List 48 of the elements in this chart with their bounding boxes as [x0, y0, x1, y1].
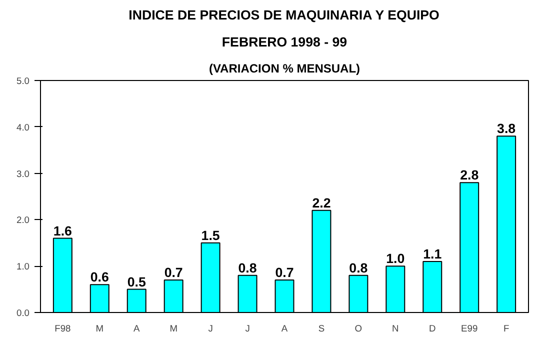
bar [126, 288, 146, 312]
x-tick-label: S [318, 324, 325, 334]
data-label: 0.8 [349, 260, 368, 276]
bar [460, 182, 480, 312]
data-label: 2.2 [312, 195, 331, 210]
bar [312, 210, 332, 312]
data-label: 0.7 [164, 265, 183, 280]
x-tick-label: A [281, 324, 288, 334]
bar [52, 238, 72, 312]
bar [200, 242, 220, 312]
data-label: 0.8 [238, 260, 257, 276]
x-tick-label: F98 [54, 324, 71, 334]
data-label: 0.6 [90, 270, 109, 285]
x-tick-label: E99 [461, 324, 478, 334]
bar [348, 274, 368, 312]
data-label: 1.6 [53, 223, 72, 238]
data-label: 3.8 [497, 121, 516, 136]
bar [496, 136, 516, 312]
chart-subtitle: FEBRERO 1998 - 99 [222, 34, 348, 50]
x-tick-label: A [134, 324, 141, 334]
bar [386, 266, 406, 312]
x-tick-label: J [208, 324, 213, 334]
chart-title: INDICE DE PRECIOS DE MAQUINARIA Y EQUIPO [128, 8, 440, 22]
x-tick-label: J [245, 324, 250, 334]
data-label: 1.5 [201, 228, 220, 243]
x-tick-label: F [503, 324, 510, 334]
x-tick-label: D [429, 324, 436, 334]
bar [164, 280, 184, 312]
y-tick-label: 2.0 [16, 215, 30, 226]
x-tick-label: O [354, 324, 362, 334]
x-tick-label: N [392, 324, 399, 334]
y-tick-label: 1.0 [16, 262, 30, 272]
data-label: 1.1 [423, 246, 442, 262]
y-tick-label: 0.0 [16, 308, 30, 318]
text: (VARIACION % MENSUAL) [208, 62, 360, 76]
data-label: 1.0 [386, 251, 405, 266]
x-tick-label: M [170, 324, 178, 334]
bar [274, 280, 294, 312]
bar [422, 260, 442, 312]
data-label: 2.8 [460, 168, 479, 183]
bar [90, 284, 110, 312]
data-label: 0.7 [275, 265, 294, 280]
x-tick-label: M [96, 324, 104, 334]
y-tick-label: 3.0 [16, 168, 30, 179]
data-label: 0.5 [127, 274, 146, 290]
y-tick-label: 4.0 [16, 122, 30, 132]
bar [238, 274, 258, 312]
y-tick-label: 5.0 [16, 76, 30, 86]
